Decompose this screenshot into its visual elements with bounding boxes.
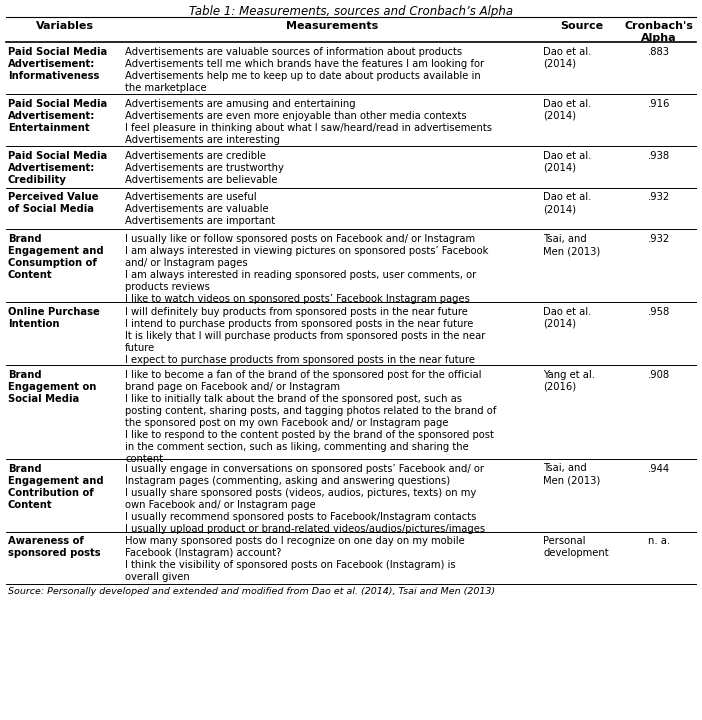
Text: I usually like or follow sponsored posts on Facebook and/ or Instagram
I am alwa: I usually like or follow sponsored posts… xyxy=(125,234,489,304)
Text: Cronbach's
Alpha: Cronbach's Alpha xyxy=(625,21,694,43)
Text: Paid Social Media
Advertisement:
Informativeness: Paid Social Media Advertisement: Informa… xyxy=(8,47,107,81)
Text: Source: Personally developed and extended and modified from Dao et al. (2014), T: Source: Personally developed and extende… xyxy=(8,587,495,595)
Text: Dao et al.
(2014): Dao et al. (2014) xyxy=(543,307,591,329)
Text: Advertisements are valuable sources of information about products
Advertisements: Advertisements are valuable sources of i… xyxy=(125,47,484,93)
Text: Dao et al.
(2014): Dao et al. (2014) xyxy=(543,151,591,173)
Text: Advertisements are amusing and entertaining
Advertisements are even more enjoyab: Advertisements are amusing and entertain… xyxy=(125,99,492,145)
Text: .958: .958 xyxy=(648,307,670,317)
Text: Measurements: Measurements xyxy=(286,21,378,31)
Text: Personal
development: Personal development xyxy=(543,536,609,559)
Text: .932: .932 xyxy=(648,192,670,202)
Text: Brand
Engagement and
Contribution of
Content: Brand Engagement and Contribution of Con… xyxy=(8,464,104,510)
Text: I will definitely buy products from sponsored posts in the near future
I intend : I will definitely buy products from spon… xyxy=(125,307,485,365)
Text: .883: .883 xyxy=(648,47,670,57)
Text: Paid Social Media
Advertisement:
Entertainment: Paid Social Media Advertisement: Enterta… xyxy=(8,99,107,133)
Text: Advertisements are useful
Advertisements are valuable
Advertisements are importa: Advertisements are useful Advertisements… xyxy=(125,192,275,227)
Text: I usually engage in conversations on sponsored posts’ Facebook and/ or
Instagram: I usually engage in conversations on spo… xyxy=(125,464,485,534)
Text: .944: .944 xyxy=(648,464,670,474)
Text: .916: .916 xyxy=(648,99,670,109)
Text: Tsai, and
Men (2013): Tsai, and Men (2013) xyxy=(543,234,600,256)
Text: Perceived Value
of Social Media: Perceived Value of Social Media xyxy=(8,192,98,215)
Text: I like to become a fan of the brand of the sponsored post for the official
brand: I like to become a fan of the brand of t… xyxy=(125,369,496,464)
Text: Paid Social Media
Advertisement:
Credibility: Paid Social Media Advertisement: Credibi… xyxy=(8,151,107,185)
Text: Awareness of
sponsored posts: Awareness of sponsored posts xyxy=(8,536,100,559)
Text: How many sponsored posts do I recognize on one day on my mobile
Facebook (Instag: How many sponsored posts do I recognize … xyxy=(125,536,465,582)
Text: .908: .908 xyxy=(648,369,670,379)
Text: Brand
Engagement on
Social Media: Brand Engagement on Social Media xyxy=(8,369,96,403)
Text: Brand
Engagement and
Consumption of
Content: Brand Engagement and Consumption of Cont… xyxy=(8,234,104,280)
Text: Dao et al.
(2014): Dao et al. (2014) xyxy=(543,192,591,215)
Text: n. a.: n. a. xyxy=(648,536,670,546)
Text: Tsai, and
Men (2013): Tsai, and Men (2013) xyxy=(543,464,600,485)
Text: Variables: Variables xyxy=(36,21,93,31)
Text: Table 1: Measurements, sources and Cronbach’s Alpha: Table 1: Measurements, sources and Cronb… xyxy=(189,5,513,18)
Text: Advertisements are credible
Advertisements are trustworthy
Advertisements are be: Advertisements are credible Advertisemen… xyxy=(125,151,284,185)
Text: Dao et al.
(2014): Dao et al. (2014) xyxy=(543,47,591,69)
Text: Dao et al.
(2014): Dao et al. (2014) xyxy=(543,99,591,121)
Text: .938: .938 xyxy=(648,151,670,161)
Text: .932: .932 xyxy=(648,234,670,244)
Text: Yang et al.
(2016): Yang et al. (2016) xyxy=(543,369,595,392)
Text: Online Purchase
Intention: Online Purchase Intention xyxy=(8,307,100,329)
Text: Source: Source xyxy=(560,21,603,31)
